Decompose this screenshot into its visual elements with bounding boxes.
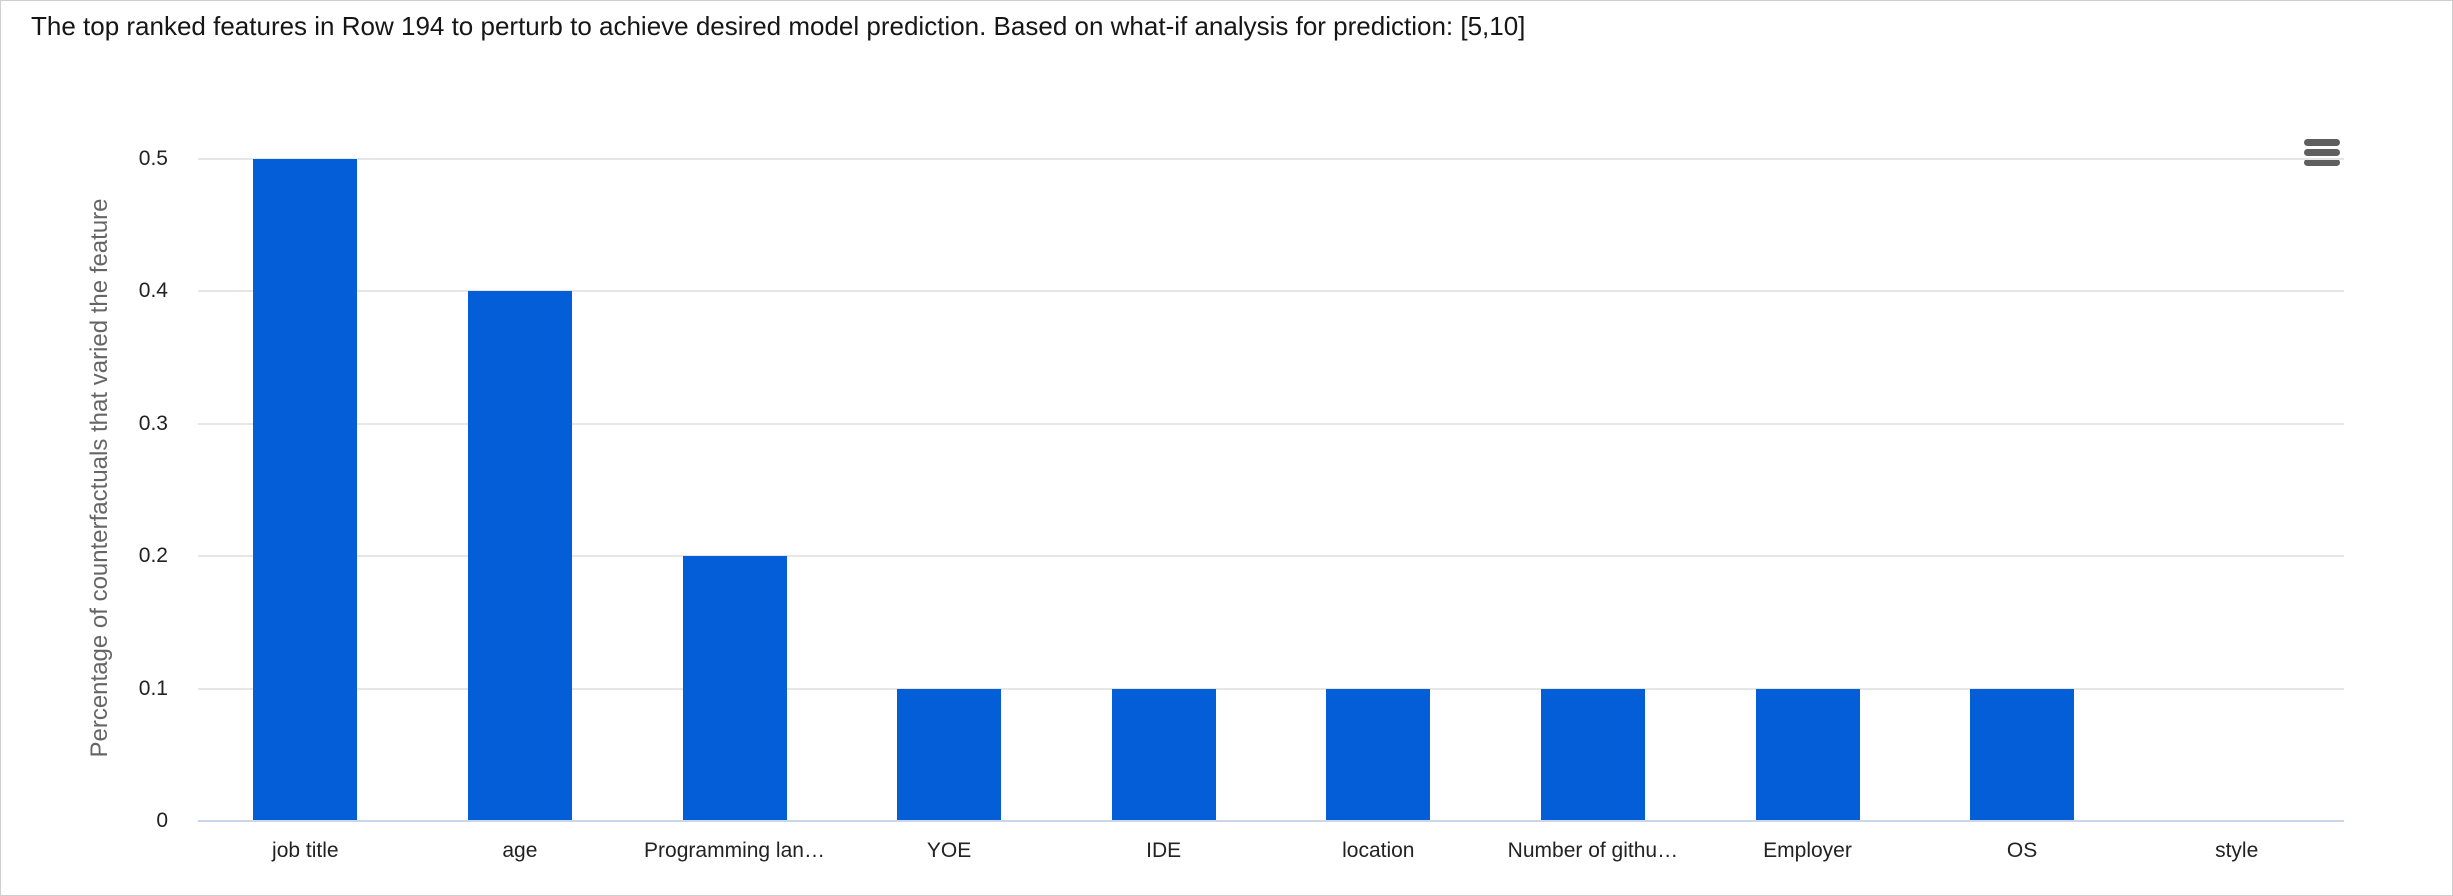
gridline (198, 687, 2344, 690)
x-axis-label: IDE (1146, 839, 1182, 862)
bar-os[interactable] (1970, 688, 2075, 820)
bar-yoe[interactable] (897, 688, 1002, 820)
y-tick-label: 0 (156, 809, 168, 832)
x-axis-label: Programming lan… (644, 839, 825, 862)
y-tick-label: 0.3 (138, 411, 168, 435)
y-tick-label: 0.1 (138, 676, 168, 700)
bar-number-of-githu-[interactable] (1540, 688, 1645, 820)
bar-ide[interactable] (1111, 688, 1216, 820)
gridline (198, 555, 2344, 558)
bar-employer[interactable] (1755, 688, 1860, 820)
gridline (198, 422, 2344, 425)
bar-programming-lan-[interactable] (682, 556, 787, 820)
y-tick-label: 0.5 (138, 147, 168, 170)
y-tick-label: 0.2 (138, 544, 168, 568)
y-tick-label: 0.4 (138, 279, 168, 303)
x-axis-label: age (502, 839, 538, 862)
x-axis-label: Employer (1763, 839, 1852, 862)
x-axis-label: YOE (926, 839, 972, 862)
x-axis-label: location (1342, 839, 1415, 862)
x-axis-label: job title (272, 839, 339, 862)
bar-age[interactable] (467, 291, 572, 820)
bar-location[interactable] (1326, 688, 1431, 820)
gridline (198, 158, 2344, 160)
bar-job-title[interactable] (253, 159, 358, 820)
chart-title: The top ranked features in Row 194 to pe… (31, 11, 1526, 41)
chart-context-menu-button[interactable] (2295, 127, 2349, 177)
hamburger-menu-icon (2304, 138, 2340, 166)
x-axis-line (198, 820, 2344, 822)
x-axis-label: style (2215, 839, 2259, 862)
x-axis-label: OS (2006, 839, 2038, 862)
gridline (198, 290, 2344, 293)
x-axis-label: Number of githu… (1507, 839, 1679, 862)
